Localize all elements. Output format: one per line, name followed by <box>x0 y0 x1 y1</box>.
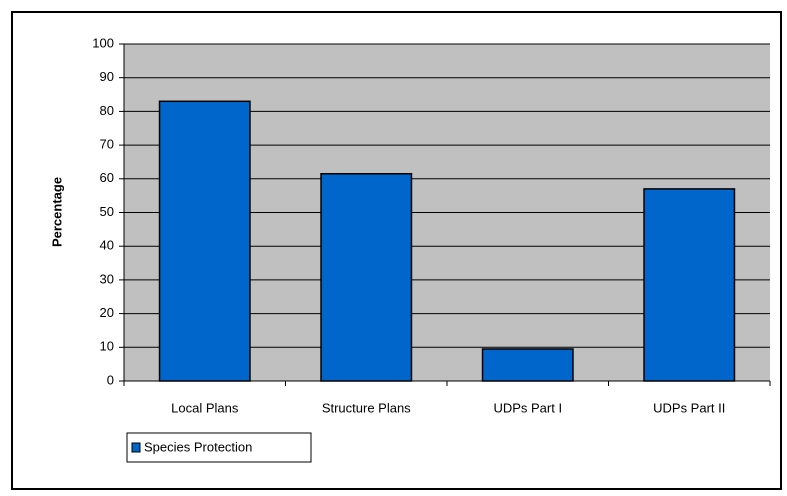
bar <box>643 188 736 382</box>
y-axis-label: Percentage <box>49 177 64 247</box>
y-tick-label: 0 <box>107 372 114 387</box>
bar <box>158 100 251 382</box>
x-tick-label: UDPs Part I <box>493 400 562 415</box>
y-tick-label: 70 <box>100 137 114 152</box>
x-tick-label: Structure Plans <box>322 400 411 415</box>
y-tick-label: 20 <box>100 305 114 320</box>
y-tick-label: 10 <box>100 339 114 354</box>
y-tick-label: 90 <box>100 69 114 84</box>
x-tick-label: UDPs Part II <box>653 400 725 415</box>
legend-box <box>126 432 312 463</box>
y-tick-label: 60 <box>100 170 114 185</box>
legend-label: Species Protection <box>144 439 252 454</box>
bar <box>481 348 574 382</box>
y-tick-label: 80 <box>100 103 114 118</box>
bar <box>320 172 413 382</box>
y-tick-label: 100 <box>92 35 114 50</box>
y-tick-label: 30 <box>100 271 114 286</box>
y-tick-label: 40 <box>100 238 114 253</box>
x-tick-label: Local Plans <box>171 400 239 415</box>
legend-swatch <box>131 442 141 453</box>
y-tick-label: 50 <box>100 204 114 219</box>
